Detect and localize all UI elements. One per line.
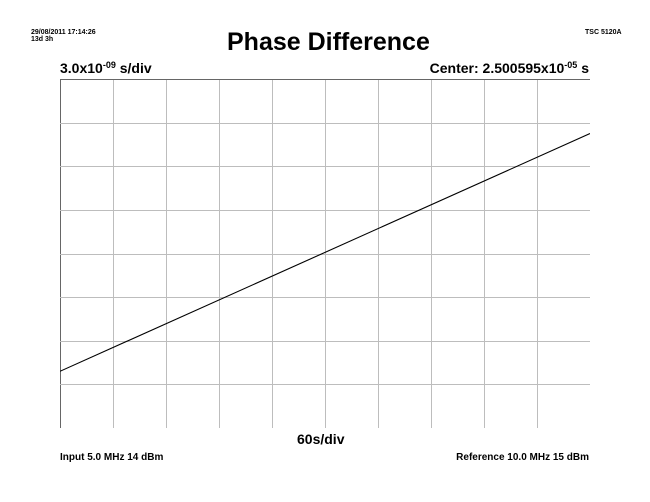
y-scale-exponent: -09 — [102, 60, 116, 70]
y-scale-mantissa: 3.0x10 — [60, 60, 103, 76]
chart-title: Phase Difference — [227, 28, 430, 56]
input-info: Input 5.0 MHz 14 dBm — [60, 452, 164, 463]
center-prefix: Center: — [429, 60, 483, 76]
plot-grid — [60, 79, 590, 428]
y-scale-label: 3.0x10-09 s/div — [60, 60, 152, 76]
x-scale-label: 60s/div — [297, 431, 345, 447]
phase-difference-line — [60, 132, 590, 372]
center-exponent: -05 — [564, 60, 578, 70]
center-label: Center: 2.500595x10-05 s — [430, 60, 589, 76]
center-unit: s — [577, 60, 589, 76]
phase-plot — [60, 79, 590, 428]
reference-info: Reference 10.0 MHz 15 dBm — [456, 452, 589, 463]
instrument-model: TSC 5120A — [585, 29, 622, 36]
elapsed-time: 13d 3h — [31, 36, 54, 43]
timestamp: 29/08/2011 17:14:26 — [31, 29, 96, 36]
y-scale-unit: s/div — [115, 60, 152, 76]
center-mantissa: 2.500595x10 — [482, 60, 565, 76]
plot-series — [60, 132, 590, 372]
